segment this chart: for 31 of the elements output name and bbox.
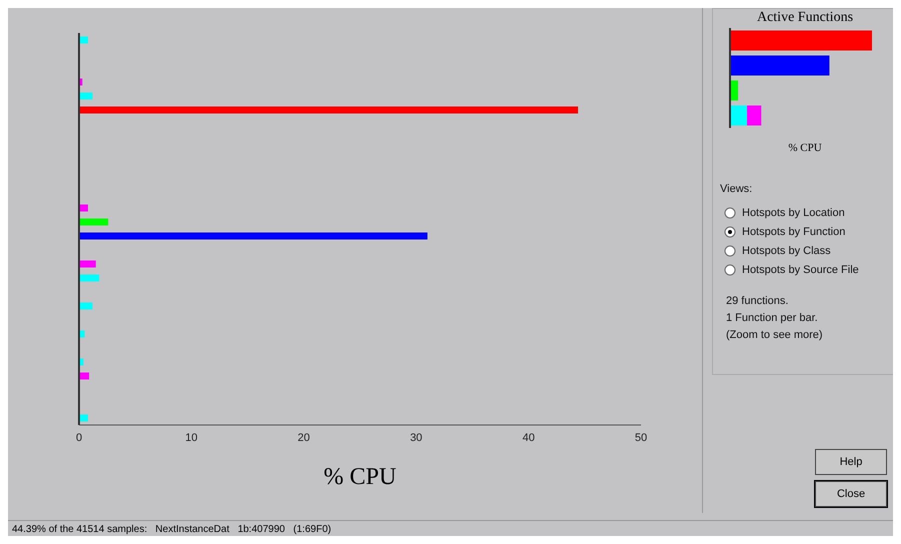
text: 44.39% of the 41514 samples: NextInstanceDat 1b:407990 (1:69F0) <box>12 524 332 535</box>
text: Hotspots by Function <box>742 226 846 238</box>
bar <box>747 106 762 126</box>
text: Views: <box>720 183 754 195</box>
bar <box>730 30 872 50</box>
x-tick-label: 20 <box>298 432 310 444</box>
bar <box>79 274 100 282</box>
x-tick-label: 10 <box>185 432 198 444</box>
bar <box>79 106 578 114</box>
bar <box>730 56 830 76</box>
x-axis-title: % CPU <box>787 142 823 154</box>
text: Hotspots by Class <box>742 244 831 256</box>
text: Hotspots by Location <box>742 206 845 218</box>
x-tick-label: 50 <box>634 432 648 444</box>
bar <box>79 218 108 226</box>
bar <box>79 260 96 268</box>
bar <box>730 106 748 126</box>
x-tick-label: 0 <box>76 432 82 444</box>
x-axis-title: % CPU <box>322 464 398 491</box>
text: 29 functions. <box>726 294 790 309</box>
bar <box>79 232 428 240</box>
x-tick-label: 40 <box>522 432 535 444</box>
text: Hotspots by Source File <box>742 264 859 276</box>
text: 1 Function per bar. <box>726 311 819 326</box>
chart-title: Active Functions <box>756 10 854 26</box>
text: (Zoom to see more) <box>726 328 824 343</box>
bar <box>79 92 92 100</box>
text: Help <box>815 449 887 475</box>
bar <box>79 302 92 310</box>
text: Close <box>815 481 887 507</box>
x-tick-label: 30 <box>410 432 422 444</box>
